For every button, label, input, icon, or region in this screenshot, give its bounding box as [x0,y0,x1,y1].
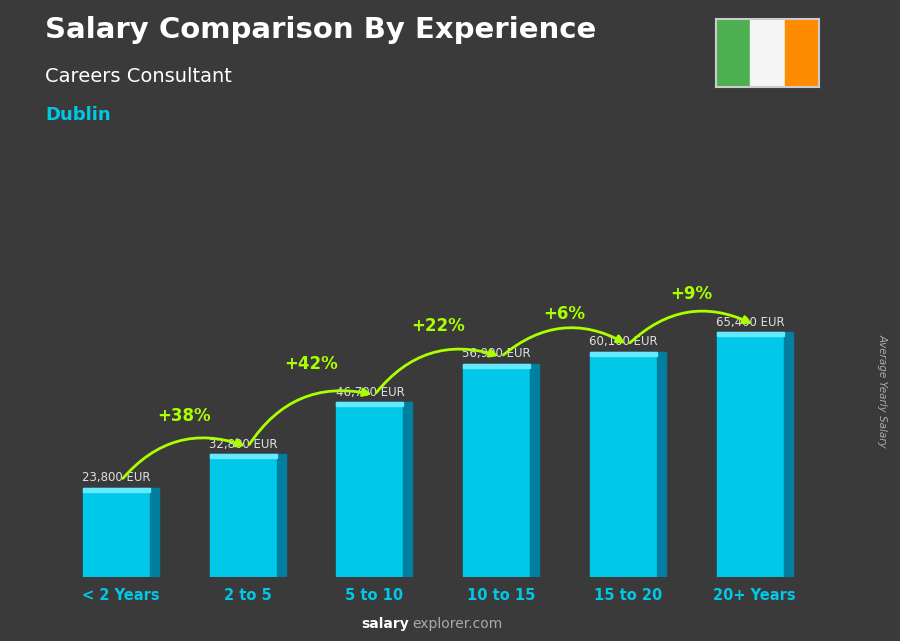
Text: 56,900 EUR: 56,900 EUR [463,347,531,360]
Text: +6%: +6% [544,304,586,323]
Bar [716,332,784,577]
Bar [657,352,666,577]
Bar [784,332,793,577]
Text: 65,400 EUR: 65,400 EUR [716,315,785,329]
Bar [750,19,785,87]
Text: Careers Consultant: Careers Consultant [45,67,232,87]
Text: explorer.com: explorer.com [412,617,502,631]
Text: Average Yearly Salary: Average Yearly Salary [878,334,887,448]
Bar [337,403,403,577]
Bar [83,488,150,492]
Text: 23,800 EUR: 23,800 EUR [82,471,150,484]
Bar [530,364,539,577]
Bar [83,488,150,577]
Text: 60,100 EUR: 60,100 EUR [589,335,658,349]
Text: Salary Comparison By Experience: Salary Comparison By Experience [45,16,596,44]
Text: +22%: +22% [411,317,464,335]
Bar [210,454,276,577]
Bar [276,454,286,577]
Bar [337,403,403,406]
Bar [403,403,412,577]
Bar [210,454,276,458]
Bar [464,364,530,368]
Text: +42%: +42% [284,355,338,373]
Bar [716,332,784,336]
Text: +38%: +38% [158,407,212,425]
Bar [716,19,750,87]
Bar [464,364,530,577]
Bar [785,19,819,87]
Bar [590,352,657,577]
Bar [150,488,159,577]
Text: 46,700 EUR: 46,700 EUR [336,386,404,399]
Text: salary: salary [362,617,410,631]
Text: +9%: +9% [670,285,712,303]
Bar [590,352,657,356]
Text: 32,800 EUR: 32,800 EUR [209,438,277,451]
Text: Dublin: Dublin [45,106,111,124]
